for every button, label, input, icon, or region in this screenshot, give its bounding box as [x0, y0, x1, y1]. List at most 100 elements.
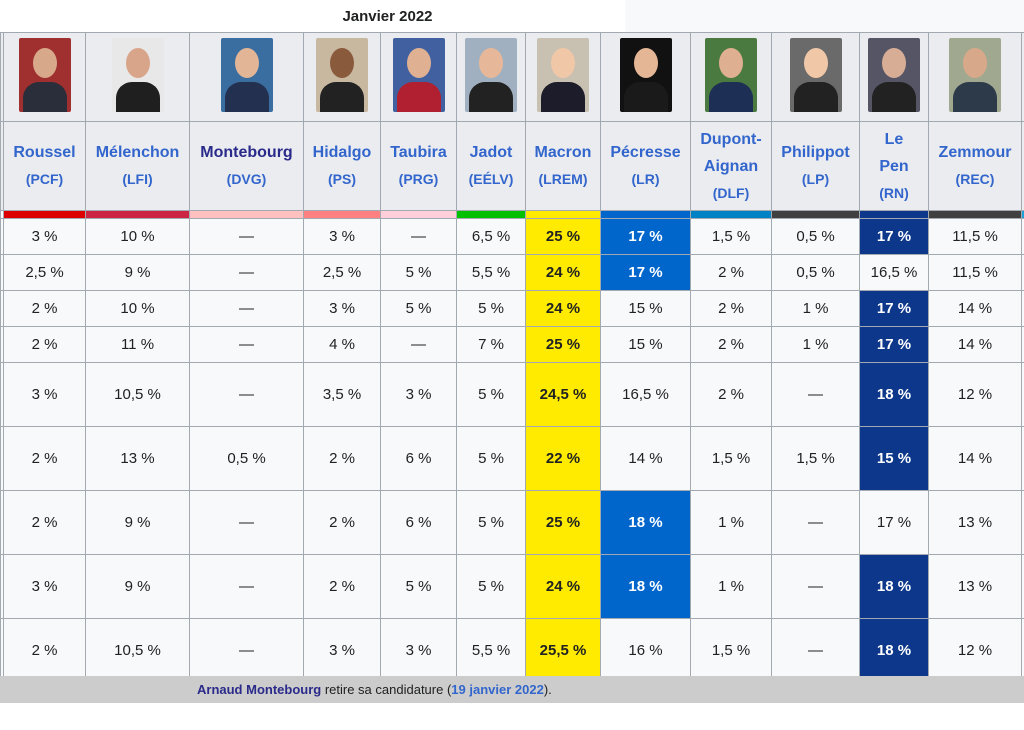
candidate-link[interactable]: Dupont- Aignan — [700, 130, 762, 175]
poll-value-cell: 16 % — [600, 618, 691, 683]
poll-value-cell: 16,5 % — [600, 362, 691, 427]
poll-value-cell: — — [771, 362, 860, 427]
poll-value-cell: 2 % — [690, 326, 772, 363]
date-link[interactable]: 19 janvier 2022 — [451, 682, 544, 697]
candidate-photo[interactable] — [392, 38, 445, 112]
poll-value-cell: 1 % — [690, 554, 772, 619]
candidate-link[interactable]: Mélenchon — [95, 144, 180, 161]
candidate-photo-cell — [525, 32, 601, 122]
candidate-photo[interactable] — [220, 38, 273, 112]
poll-value-cell: 14 % — [600, 426, 691, 491]
candidate-name-cell: Dupont- Aignan (DLF) — [690, 121, 772, 211]
title-background — [625, 0, 1024, 32]
poll-value-cell: 10 % — [85, 290, 190, 327]
poll-table: Roussel (PCF) Mélenchon (LFI) Montebourg (DVG… — [0, 32, 1024, 683]
party-label: (PRG) — [398, 171, 439, 187]
candidate-photo[interactable] — [111, 38, 164, 112]
poll-value-cell: 13 % — [928, 554, 1022, 619]
party-color-bar — [600, 210, 691, 219]
candidate-photo-cell — [928, 32, 1022, 122]
poll-value-cell: 10,5 % — [85, 618, 190, 683]
poll-value-cell: 5,5 % — [456, 618, 526, 683]
poll-row: 2 % 11 % —4 % —7 % 25 % 15 % 2 % 1 % 17 % 14 % — [0, 326, 1024, 363]
poll-value-cell: 25,5 % — [525, 618, 601, 683]
poll-value-cell: 17 % — [600, 218, 691, 255]
poll-value-cell: — — [189, 218, 304, 255]
poll-value-cell: 2 % — [3, 426, 86, 491]
poll-value-cell: 5 % — [380, 290, 457, 327]
poll-value-cell: 1 % — [771, 326, 860, 363]
poll-value-cell: — — [189, 254, 304, 291]
candidate-link[interactable]: Roussel — [13, 144, 76, 161]
poll-value-cell: 6 % — [380, 490, 457, 555]
candidate-link[interactable]: Jadot — [469, 144, 513, 161]
poll-value-cell: 0,5 % — [771, 218, 860, 255]
candidate-photo-cell — [189, 32, 304, 122]
poll-value-cell: 1 % — [771, 290, 860, 327]
candidate-link[interactable]: Macron — [534, 144, 592, 161]
poll-value-cell: 25 % — [525, 326, 601, 363]
candidate-photo[interactable] — [705, 38, 757, 112]
candidate-link[interactable]: Philippot — [781, 144, 850, 161]
candidate-name-cell: Pécresse (LR) — [600, 121, 691, 211]
candidate-link[interactable]: Taubira — [390, 144, 447, 161]
poll-value-cell: — — [189, 618, 304, 683]
poll-value-cell: 15 % — [600, 290, 691, 327]
poll-value-cell: 24 % — [525, 290, 601, 327]
candidate-link[interactable]: Hidalgo — [312, 144, 372, 161]
poll-value-cell: 16,5 % — [859, 254, 929, 291]
candidate-photo[interactable] — [868, 38, 920, 112]
party-label: (LREM) — [538, 171, 588, 187]
poll-value-cell: 14 % — [928, 426, 1022, 491]
poll-value-cell: 7 % — [456, 326, 526, 363]
poll-value-cell: 3 % — [3, 218, 86, 255]
party-label: (PS) — [328, 171, 356, 187]
poll-value-cell: 13 % — [928, 490, 1022, 555]
poll-value-cell: — — [189, 362, 304, 427]
poll-value-cell: 17 % — [859, 490, 929, 555]
poll-value-cell: — — [189, 490, 304, 555]
candidate-photo[interactable] — [18, 38, 71, 112]
poll-value-cell: — — [771, 490, 860, 555]
party-color-bar — [690, 210, 772, 219]
poll-value-cell: — — [189, 290, 304, 327]
candidate-link[interactable]: Le Pen — [879, 130, 909, 175]
poll-row: 2 % 9 % —2 % 6 % 5 % 25 % 18 % 1 % —17 % 13 % — [0, 490, 1024, 555]
montebourg-link[interactable]: Arnaud Montebourg — [197, 682, 322, 697]
footer-text: retire sa candidature ( — [321, 682, 452, 697]
candidate-photo[interactable] — [789, 38, 842, 112]
candidate-name-cell: Macron (LREM) — [525, 121, 601, 211]
poll-value-cell: 2 % — [303, 554, 381, 619]
candidate-photo[interactable] — [465, 38, 517, 112]
party-label: (PCF) — [25, 171, 64, 187]
poll-value-cell: — — [189, 326, 304, 363]
poll-value-cell: 1,5 % — [771, 426, 860, 491]
candidate-link[interactable]: Zemmour — [938, 144, 1012, 161]
candidate-photo-cell — [859, 32, 929, 122]
candidate-photo[interactable] — [537, 38, 589, 112]
party-label: (LR) — [631, 171, 660, 187]
candidate-photo[interactable] — [316, 38, 368, 112]
party-label: (REC) — [955, 171, 995, 187]
candidate-name-cell: Hidalgo (PS) — [303, 121, 381, 211]
candidate-photo[interactable] — [949, 38, 1001, 112]
candidate-photo-cell — [380, 32, 457, 122]
poll-value-cell: 3 % — [380, 618, 457, 683]
candidate-name-cell: Le Pen (RN) — [859, 121, 929, 211]
party-label: (LFI) — [122, 171, 153, 187]
poll-value-cell: 1,5 % — [690, 426, 772, 491]
poll-value-cell: 10 % — [85, 218, 190, 255]
poll-value-cell: 14 % — [928, 290, 1022, 327]
poll-row: 3 % 10,5 % —3,5 % 3 % 5 % 24,5 % 16,5 % 2 % —18 … — [0, 362, 1024, 427]
candidate-photo[interactable] — [619, 38, 672, 112]
poll-value-cell: 3 % — [303, 618, 381, 683]
poll-value-cell: 3 % — [380, 362, 457, 427]
party-color-bar — [928, 210, 1022, 219]
party-color-bar — [85, 210, 190, 219]
poll-value-cell: 17 % — [859, 290, 929, 327]
party-label: (DLF) — [712, 184, 750, 201]
candidate-link[interactable]: Montebourg — [200, 144, 293, 161]
poll-value-cell: 3 % — [3, 362, 86, 427]
candidate-link[interactable]: Pécresse — [610, 144, 681, 161]
party-label: (LP) — [801, 171, 830, 187]
